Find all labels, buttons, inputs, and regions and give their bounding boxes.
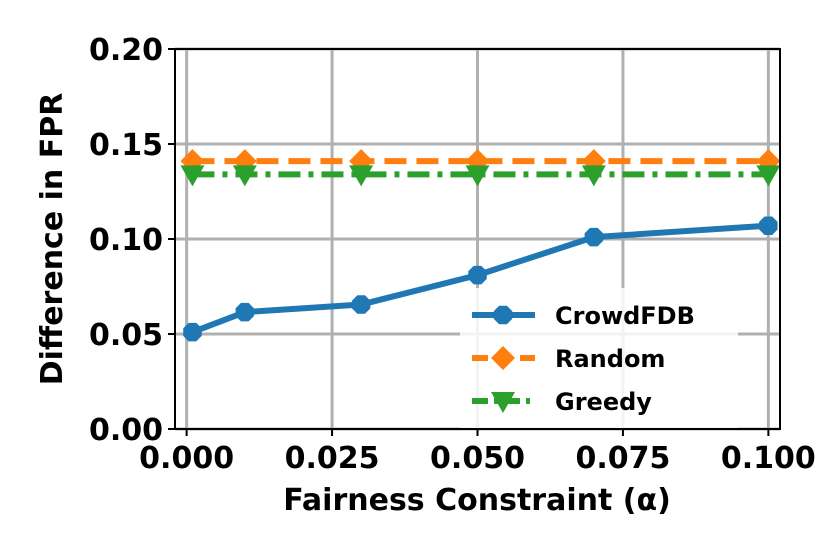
crowdfdb-point	[235, 302, 255, 322]
greedy-point	[581, 165, 606, 187]
legend-entry-greedy: Greedy	[472, 388, 652, 416]
legend-marker-random	[491, 346, 515, 370]
x-tick-label: 0.100	[721, 441, 816, 476]
legend-label-crowdfdb: CrowdFDB	[555, 302, 695, 330]
y-tick-label: 0.10	[89, 223, 163, 258]
crowdfdb-point	[183, 322, 202, 342]
crowdfdb-point	[759, 216, 778, 235]
y-tick-label: 0.15	[89, 128, 163, 163]
greedy-series	[180, 165, 781, 187]
legend-marker-greedy	[491, 392, 515, 413]
y-tick-label: 0.00	[89, 413, 163, 448]
legend-label-greedy: Greedy	[555, 388, 652, 416]
x-tick-label: 0.000	[139, 441, 234, 476]
y-tick-label: 0.20	[89, 33, 163, 68]
legend-entry-crowdfdb: CrowdFDB	[472, 302, 695, 330]
legend-entry-random: Random	[472, 345, 665, 373]
legend-label-random: Random	[555, 345, 665, 373]
greedy-point	[756, 165, 781, 187]
legend-marker-crowdfdb	[493, 305, 513, 325]
greedy-point	[232, 165, 257, 187]
crowdfdb-point	[468, 265, 487, 285]
ticks: 0.000 0.025 0.050 0.075 0.100 0.00 0.05 0.10 0.1…	[89, 33, 816, 476]
y-tick-label: 0.05	[89, 318, 163, 353]
legend: CrowdFDB Random Greedy	[460, 288, 738, 428]
y-axis-title: Difference in FPR	[35, 93, 70, 386]
greedy-point	[349, 165, 374, 187]
crowdfdb-point	[584, 227, 604, 247]
x-tick-label: 0.025	[285, 441, 380, 476]
x-tick-label: 0.050	[430, 441, 525, 476]
series-layer	[180, 149, 781, 342]
x-tick-label: 0.075	[575, 441, 670, 476]
crowdfdb-series	[183, 216, 778, 342]
greedy-point	[180, 165, 205, 187]
x-axis-title: Fairness Constraint (α)	[283, 483, 671, 518]
crowdfdb-point	[351, 295, 371, 314]
greedy-point	[465, 165, 490, 187]
